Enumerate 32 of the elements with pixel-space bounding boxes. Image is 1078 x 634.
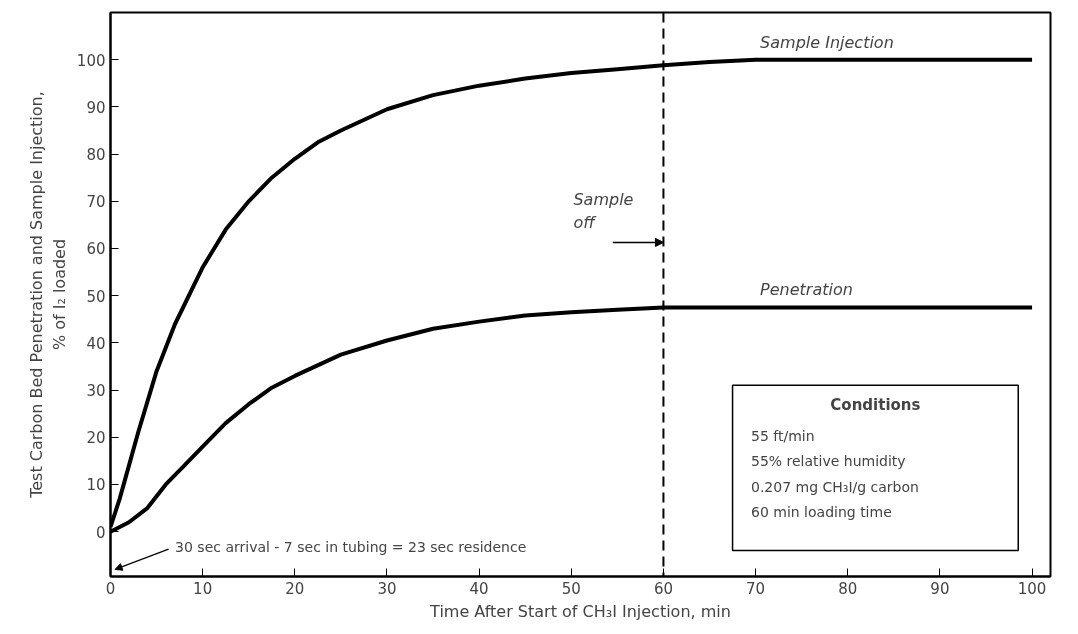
series-label: Sample Injection [760,32,894,52]
y-tick-label: 10 [86,476,106,495]
x-axis-title: Time After Start of CH₃I Injection, min [429,601,731,621]
annotation: 55% relative humidity [750,453,906,470]
x-tick-label: 10 [193,579,213,598]
y-tick-label: 70 [86,193,106,212]
x-tick-label: 100 [1017,579,1047,598]
y-tick-label: 80 [86,146,106,165]
y-tick-label: 60 [86,240,106,259]
series-label: Penetration [760,280,853,300]
x-tick-label: 90 [930,579,950,598]
ref-line-label: Sample off [573,190,634,232]
annotation: 30 sec arrival - 7 sec in tubing = 23 sec residence [175,539,527,556]
x-tick-label: 70 [746,579,766,598]
annotation: 60 min loading time [750,504,892,521]
annotation: Conditions [830,395,921,414]
annotation: 55 ft/min [750,427,815,444]
y-tick-label: 30 [86,382,106,401]
annotation: 0.207 mg CH₃I/g carbon [750,478,919,495]
x-tick-label: 30 [377,579,397,598]
y-tick-label: 0 [95,523,106,542]
x-tick-label: 50 [561,579,581,598]
y-tick-label: 100 [76,51,106,70]
x-tick-label: 20 [285,579,305,598]
x-tick-label: 80 [838,579,858,598]
y-tick-label: 50 [86,287,106,306]
y-tick-label: 90 [86,98,106,117]
y-tick-label: 40 [86,334,106,353]
y-tick-label: 20 [86,429,106,448]
x-tick-label: 60 [653,579,673,598]
x-tick-label: 40 [469,579,489,598]
y-axis-title: Test Carbon Bed Penetration and Sample Injection, % of I₂ loaded [27,91,69,499]
